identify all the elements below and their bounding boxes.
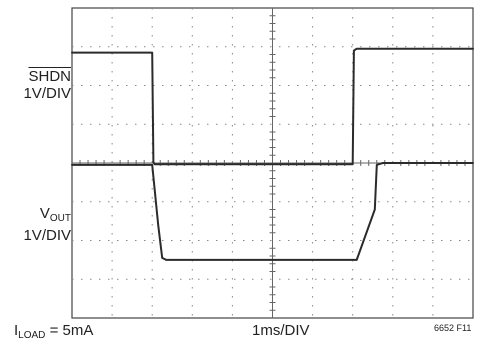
shdn-scale: 1V/DIV	[23, 85, 71, 102]
load-main: I	[14, 322, 19, 339]
load-value: = 5mA	[45, 322, 94, 339]
shdn-channel-label: SHDN 1V/DIV	[23, 68, 71, 102]
load-sub: LOAD	[18, 330, 46, 341]
vout-name-main: V	[39, 205, 50, 222]
vout-channel-label: VOUT 1V/DIV	[23, 205, 71, 244]
vout-scale: 1V/DIV	[23, 227, 71, 244]
load-current-label: ILOAD = 5mA	[14, 322, 93, 341]
trace-vout	[71, 162, 474, 261]
trace-shdn	[71, 47, 474, 166]
vout-name-sub: OUT	[49, 213, 71, 224]
figure-code: 6652 F11	[434, 323, 472, 333]
traces	[71, 47, 474, 261]
shdn-name: SHDN	[28, 68, 71, 85]
vout-name: VOUT	[23, 205, 71, 227]
timebase-label: 1ms/DIV	[252, 322, 310, 339]
